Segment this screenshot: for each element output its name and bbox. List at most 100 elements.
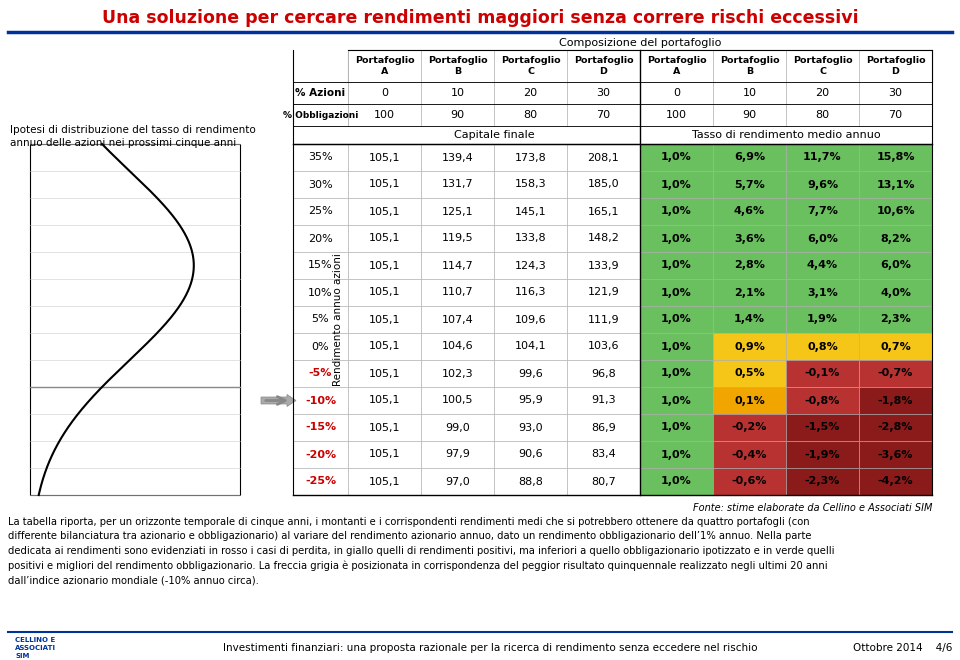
Bar [494,144,567,171]
Bar [859,333,932,360]
Bar [713,252,786,279]
Text: 109,6: 109,6 [515,315,546,325]
Text: 6,9%: 6,9% [734,152,765,162]
Text: 100: 100 [666,110,687,120]
Text: 0,9%: 0,9% [734,341,765,352]
Bar [786,104,859,126]
Bar [859,82,932,104]
Text: 1,9%: 1,9% [807,315,838,325]
Bar [786,82,859,104]
Text: 1,0%: 1,0% [661,261,692,271]
Bar [494,50,567,82]
Bar [421,225,494,252]
Bar [293,333,348,360]
Bar [494,171,567,198]
Bar [713,306,786,333]
Text: 0: 0 [673,88,680,98]
Bar [786,387,859,414]
Text: -2,8%: -2,8% [877,422,913,432]
Bar [293,387,348,414]
Text: 13,1%: 13,1% [876,180,915,189]
Bar [859,171,932,198]
Bar [348,50,421,82]
Text: 10: 10 [450,88,465,98]
Bar [567,468,640,495]
Text: 9,6%: 9,6% [807,180,838,189]
Text: 30%: 30% [308,180,333,189]
Bar [421,144,494,171]
Text: -0,8%: -0,8% [804,395,840,405]
Bar [421,441,494,468]
Bar [293,198,348,225]
Bar [293,252,348,279]
Bar [293,306,348,333]
Text: 11,7%: 11,7% [804,152,842,162]
Bar [567,306,640,333]
Bar [640,82,713,104]
Text: 0%: 0% [312,341,329,352]
Text: -5%: -5% [309,368,332,378]
Text: -25%: -25% [305,477,336,486]
Text: -1,9%: -1,9% [804,449,840,459]
Bar [494,306,567,333]
Bar [567,104,640,126]
Text: 91,3: 91,3 [591,395,615,405]
Text: 95,9: 95,9 [518,395,542,405]
Bar [348,82,421,104]
Bar [859,387,932,414]
Bar [421,82,494,104]
Bar [421,387,494,414]
Text: -1,8%: -1,8% [877,395,913,405]
Text: 1,0%: 1,0% [661,180,692,189]
Text: 7,7%: 7,7% [807,207,838,216]
Bar [567,171,640,198]
Bar [640,50,713,82]
Text: 6,0%: 6,0% [807,234,838,244]
Bar [293,360,348,387]
Bar [713,82,786,104]
Text: Portafoglio
B: Portafoglio B [720,56,780,76]
Bar [640,360,713,387]
Text: -10%: -10% [305,395,336,405]
Bar [713,144,786,171]
Text: 105,1: 105,1 [369,261,400,271]
Bar [567,387,640,414]
Bar [786,468,859,495]
Bar [567,82,640,104]
Text: 6,0%: 6,0% [880,261,911,271]
Bar [293,279,348,306]
Text: 25%: 25% [308,207,333,216]
Text: 0,1%: 0,1% [734,395,765,405]
Bar [713,104,786,126]
Text: 105,1: 105,1 [369,180,400,189]
Text: annuo delle azioni nei prossimi cinque anni: annuo delle azioni nei prossimi cinque a… [10,138,236,148]
Bar [713,387,786,414]
Bar [640,468,713,495]
Text: 131,7: 131,7 [442,180,473,189]
Text: 105,1: 105,1 [369,315,400,325]
Bar [567,441,640,468]
Bar [348,387,421,414]
Text: 105,1: 105,1 [369,207,400,216]
Bar [421,104,494,126]
Text: Ottobre 2014    4/6: Ottobre 2014 4/6 [852,643,952,653]
Text: -0,4%: -0,4% [732,449,767,459]
Bar [640,144,713,171]
Text: % Azioni: % Azioni [296,88,346,98]
Text: Investimenti finanziari: una proposta razionale per la ricerca di rendimento sen: Investimenti finanziari: una proposta ra… [223,643,757,653]
Text: 105,1: 105,1 [369,422,400,432]
Bar [494,225,567,252]
Bar [494,198,567,225]
Text: 1,0%: 1,0% [661,449,692,459]
Text: 165,1: 165,1 [588,207,619,216]
Text: -2,3%: -2,3% [804,477,840,486]
Text: 105,1: 105,1 [369,449,400,459]
Text: 2,1%: 2,1% [734,288,765,298]
Bar [786,441,859,468]
Bar [494,104,567,126]
Text: 99,6: 99,6 [518,368,542,378]
Bar [859,252,932,279]
Text: 80,7: 80,7 [591,477,616,486]
Text: 4,0%: 4,0% [880,288,911,298]
Bar [713,414,786,441]
